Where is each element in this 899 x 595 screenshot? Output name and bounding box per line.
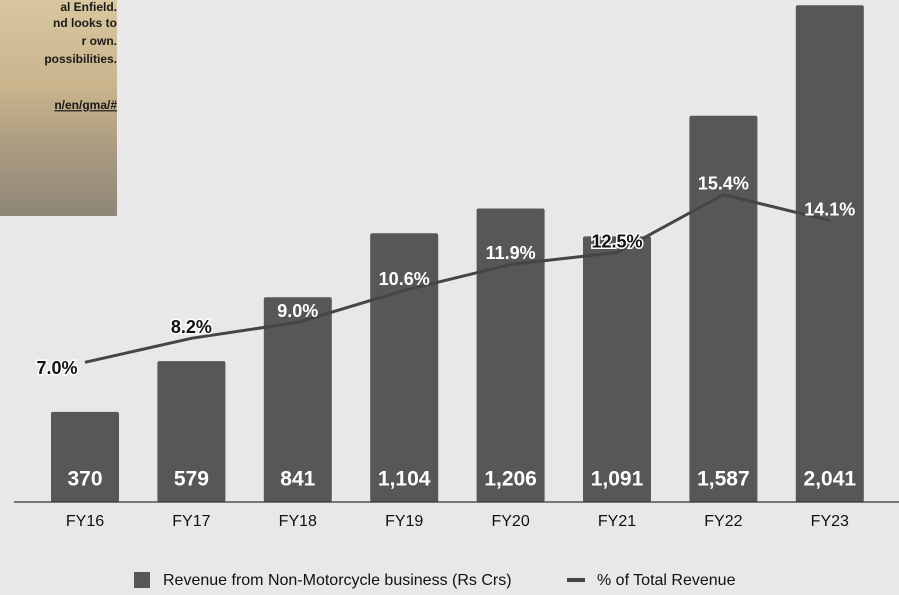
line-value-label: 14.1% <box>804 199 855 219</box>
line-value-label: 8.2% <box>171 317 212 337</box>
bar <box>51 411 119 502</box>
line-value-label: 9.0% <box>277 301 318 321</box>
bar-value-label: 841 <box>280 468 315 491</box>
photo <box>0 0 117 216</box>
bar-value-label: 2,041 <box>804 468 857 491</box>
x-tick-label: FY22 <box>704 513 742 530</box>
bar <box>263 297 332 502</box>
x-tick-label: FY18 <box>279 513 317 530</box>
line <box>84 193 831 364</box>
line-value-label: 15.4% <box>698 173 749 193</box>
bar <box>157 361 226 502</box>
line-value-label: 12.5% <box>591 231 642 251</box>
bar <box>795 5 864 502</box>
bar <box>689 115 758 502</box>
line-value-label: 11.9% <box>486 243 536 263</box>
legend-label: % of Total Revenue <box>597 572 736 589</box>
overlay-text: r own. <box>82 34 117 48</box>
x-tick-label: FY17 <box>172 513 210 530</box>
x-tick-label: FY16 <box>66 513 104 530</box>
line-value-label: 7.0% <box>36 358 77 378</box>
legend-label: Revenue from Non-Motorcycle business (Rs… <box>163 572 512 589</box>
bar-value-label: 579 <box>174 468 209 491</box>
bar-value-label: 370 <box>67 468 102 491</box>
bar-value-label: 1,587 <box>697 468 750 491</box>
overlay-text: possibilities. <box>44 52 117 66</box>
overlay-text: nd looks to <box>53 16 117 30</box>
x-tick-label: FY19 <box>385 513 423 530</box>
legend-swatch <box>134 572 150 588</box>
x-tick-label: FY20 <box>491 513 529 530</box>
bar-value-label: 1,091 <box>591 468 644 491</box>
bar <box>583 236 651 502</box>
line-value-label: 10.6% <box>379 269 430 289</box>
bar <box>476 208 545 502</box>
x-tick-label: FY21 <box>598 513 636 530</box>
overlay-text: al Enfield. <box>60 0 117 14</box>
bar <box>370 233 439 502</box>
overlay-image: al Enfield. nd looks to r own. possibilitie… <box>0 0 117 216</box>
overlay-text: n/en/gma/# <box>54 98 117 112</box>
bar-value-label: 1,104 <box>378 468 431 491</box>
x-tick-label: FY23 <box>811 513 849 530</box>
bar-value-label: 1,206 <box>484 468 537 491</box>
